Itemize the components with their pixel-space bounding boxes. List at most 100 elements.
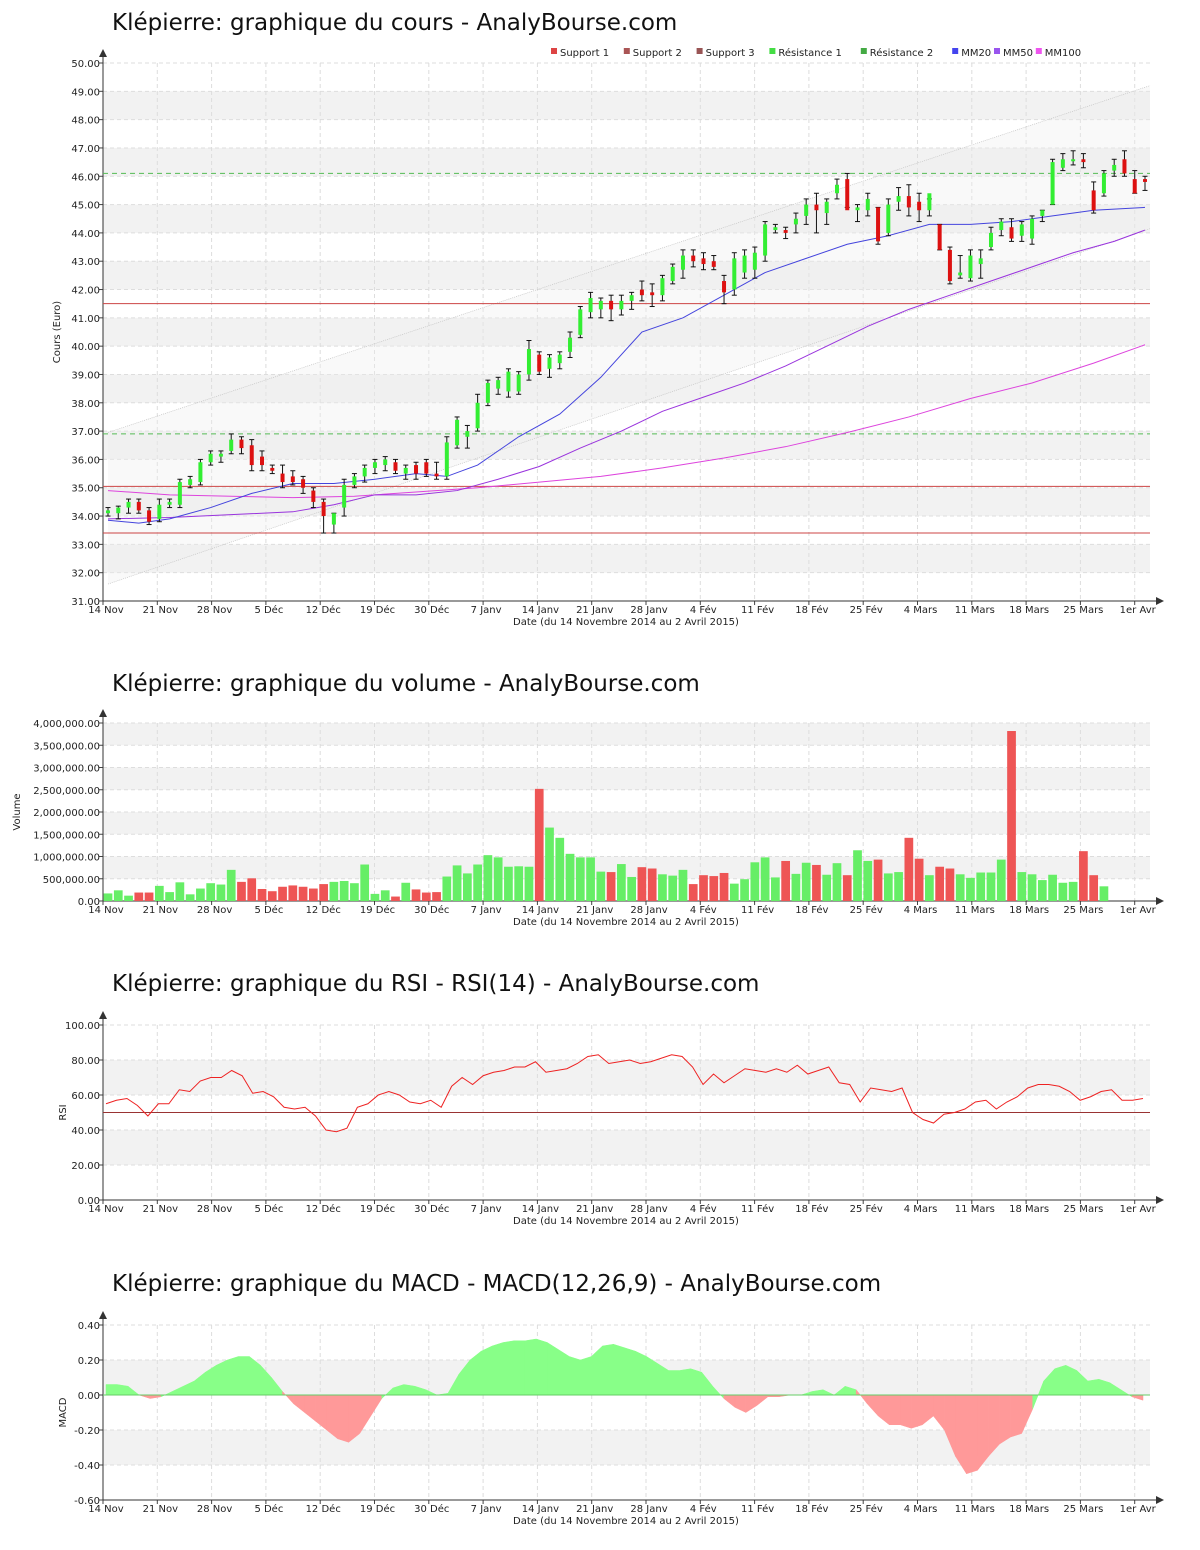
volume-bar <box>925 875 934 901</box>
volume-ytick-label: 4,000,000.00 <box>33 719 100 730</box>
volume-y-axis-arrow <box>99 709 107 717</box>
price-legend-swatch <box>623 48 630 54</box>
macd-area-segment <box>304 1394 316 1422</box>
price-xtick-label: 12 Déc <box>306 604 341 616</box>
price-candle-body <box>455 419 460 446</box>
volume-bar <box>267 891 277 901</box>
price-ytick-label: 31.00 <box>71 597 100 608</box>
price-grid-band <box>103 431 1150 460</box>
volume-bar <box>575 857 585 901</box>
macd-area-segment <box>370 1394 383 1417</box>
macd-area-segment <box>999 1394 1011 1445</box>
volume-bar <box>791 873 801 901</box>
price-grid-band <box>103 204 1150 233</box>
rsi-xtick-label: 14 Janv <box>522 1204 559 1215</box>
volume-bar <box>771 877 780 901</box>
price-candle-body <box>691 255 696 262</box>
price-y-axis-label: Cours (Euro) <box>52 301 63 364</box>
volume-bar <box>1017 872 1027 901</box>
rsi-ytick-label: 20.00 <box>71 1161 100 1172</box>
volume-bar <box>196 888 205 901</box>
price-ytick-label: 43.00 <box>71 257 100 268</box>
price-candle-body <box>362 467 367 477</box>
volume-bar <box>319 884 328 901</box>
volume-grid-band <box>103 767 1150 790</box>
volume-xtick-label: 14 Janv <box>522 905 559 916</box>
price-legend-swatch <box>769 48 776 54</box>
volume-bar <box>237 881 246 901</box>
macd-area-segment <box>734 1394 747 1413</box>
volume-ytick-label: 2,500,000.00 <box>33 786 100 797</box>
volume-bar <box>688 884 698 901</box>
volume-bar <box>658 874 667 901</box>
macd-area-segment <box>558 1349 570 1396</box>
price-ytick-label: 32.00 <box>71 569 100 580</box>
macd-x-axis-arrow <box>1156 1496 1164 1504</box>
rsi-ytick-label: 0.00 <box>78 1196 100 1207</box>
macd-xtick-label: 12 Déc <box>306 1503 341 1515</box>
volume-bar <box>586 857 595 901</box>
price-candle-body <box>670 266 675 282</box>
volume-bar <box>113 890 123 901</box>
macd-xtick-label: 4 Mars <box>904 1504 938 1515</box>
price-candle-body <box>403 467 408 474</box>
volume-xtick-label: 12 Déc <box>306 904 341 916</box>
macd-xtick-label: 25 Mars <box>1063 1504 1103 1515</box>
price-candle-body <box>218 453 223 457</box>
macd-area-segment <box>690 1368 702 1396</box>
volume-x-axis-arrow <box>1156 897 1164 905</box>
volume-bar <box>986 872 996 901</box>
volume-bar <box>627 876 636 901</box>
volume-bar <box>329 881 339 901</box>
price-candle-body <box>208 453 213 463</box>
price-candle-body <box>1050 162 1055 205</box>
volume-bar <box>647 868 657 901</box>
macd-xtick-label: 18 Fév <box>795 1503 828 1515</box>
volume-bar <box>421 892 431 901</box>
price-legend-swatch <box>952 48 959 54</box>
price-ytick-label: 41.00 <box>71 314 100 325</box>
price-candle-body <box>1132 179 1137 194</box>
price-grid-band <box>103 487 1150 517</box>
price-ytick-label: 46.00 <box>71 172 100 183</box>
price-candle-body <box>1009 227 1014 239</box>
volume-bar <box>760 857 770 901</box>
price-ytick-label: 50.00 <box>71 59 100 70</box>
price-ytick-label: 39.00 <box>71 370 100 381</box>
macd-area-segment <box>866 1394 879 1417</box>
volume-bar <box>1058 882 1068 901</box>
price-ytick-label: 36.00 <box>71 455 100 466</box>
rsi-chart-title: Klépierre: graphique du RSI - RSI(14) - … <box>112 971 760 997</box>
macd-xtick-label: 28 Janv <box>630 1504 667 1515</box>
volume-bar <box>883 873 893 901</box>
volume-bar <box>822 874 832 901</box>
price-ytick-label: 44.00 <box>71 229 100 240</box>
price-candle-body <box>639 289 644 296</box>
volume-bar <box>606 872 616 901</box>
macd-xtick-label: 4 Fév <box>690 1503 717 1515</box>
volume-bar <box>832 863 842 901</box>
price-candle-body <box>229 439 234 451</box>
price-candle-body <box>177 482 182 505</box>
price-candle-body <box>896 196 901 202</box>
volume-bar <box>226 869 236 901</box>
price-candle-body <box>701 258 706 265</box>
volume-grid-band <box>103 812 1150 835</box>
macd-ytick-label: 0.40 <box>78 1321 100 1332</box>
volume-bar <box>904 837 914 901</box>
macd-xtick-label: 19 Déc <box>360 1503 395 1515</box>
price-candle-body <box>1030 218 1035 239</box>
price-candle-body <box>958 272 963 276</box>
price-candle-body <box>1081 159 1086 163</box>
macd-xtick-label: 11 Mars <box>955 1504 995 1515</box>
macd-ytick-label: 0.20 <box>78 1356 100 1367</box>
rsi-xtick-label: 21 Nov <box>143 1204 179 1215</box>
volume-bar <box>124 895 133 901</box>
price-xtick-label: 11 Fév <box>741 604 774 616</box>
volume-bar <box>452 865 462 901</box>
price-candle-body <box>239 439 244 449</box>
price-xtick-label: 30 Déc <box>414 604 449 616</box>
macd-xtick-label: 14 Janv <box>522 1504 559 1515</box>
price-legend-label: Support 3 <box>706 48 755 59</box>
price-candle-body <box>609 300 614 310</box>
